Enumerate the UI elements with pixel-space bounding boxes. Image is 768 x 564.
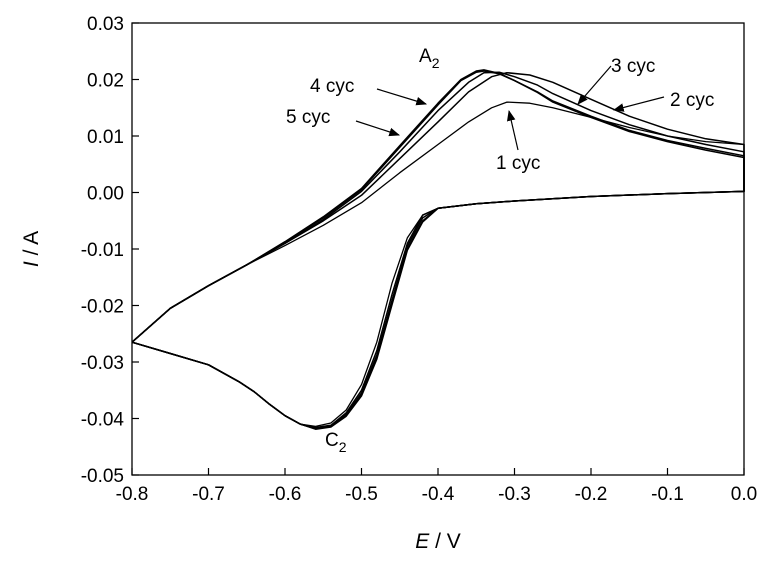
label-5cyc: 5 cyc (286, 107, 330, 128)
x-tick-label: -0.1 (651, 484, 684, 505)
annotation-layer: 4 cyc 5 cyc 3 cyc 2 cyc 1 cyc A2 C2 (286, 46, 714, 455)
x-tick-label: -0.7 (192, 484, 225, 505)
x-axis-ticks: -0.8 -0.7 -0.6 -0.5 -0.4 -0.3 -0.2 -0.1 0.0 (116, 468, 757, 505)
series-layer (131, 69, 745, 430)
x-tick-label: -0.8 (116, 484, 149, 505)
label-C2: C2 (325, 430, 347, 455)
x-tick-label: -0.3 (498, 484, 531, 505)
label-4cyc: 4 cyc (310, 76, 354, 97)
y-tick-label: -0.02 (81, 297, 124, 318)
x-tick-label: -0.5 (345, 484, 378, 505)
x-tick-label: -0.2 (575, 484, 608, 505)
x-axis-title: E / V (415, 530, 461, 553)
series-line-2-cyc (131, 71, 745, 429)
series-line-3-cyc (131, 71, 745, 429)
arrow-1cyc (506, 109, 519, 151)
series-line-5-cyc (131, 69, 745, 430)
x-tick-label: -0.6 (269, 484, 302, 505)
x-tick-label: 0.0 (731, 484, 757, 505)
y-axis-title: I / A (20, 231, 43, 267)
y-tick-label: -0.01 (81, 240, 124, 261)
arrow-3cyc (577, 65, 612, 105)
y-tick-label: 0.03 (87, 14, 124, 35)
label-1cyc: 1 cyc (496, 153, 540, 174)
arrow-2cyc (612, 96, 665, 112)
label-3cyc: 3 cyc (611, 56, 655, 77)
arrow-5cyc (355, 120, 401, 137)
y-tick-label: 0.00 (87, 184, 124, 205)
label-A2: A2 (419, 46, 440, 71)
y-axis-ticks: -0.05 -0.04 -0.03 -0.02 -0.01 0.00 0.01 0.02 0.0… (81, 14, 139, 487)
y-tick-label: -0.03 (81, 353, 124, 374)
y-tick-label: -0.04 (81, 410, 125, 431)
arrow-4cyc (376, 88, 428, 106)
x-tick-label: -0.4 (422, 484, 455, 505)
y-tick-label: 0.02 (87, 71, 124, 92)
series-line-1-cyc (131, 101, 745, 428)
y-tick-label: -0.05 (81, 466, 124, 487)
plot-frame (131, 22, 745, 476)
label-2cyc: 2 cyc (670, 90, 714, 111)
y-tick-label: 0.01 (87, 127, 124, 148)
